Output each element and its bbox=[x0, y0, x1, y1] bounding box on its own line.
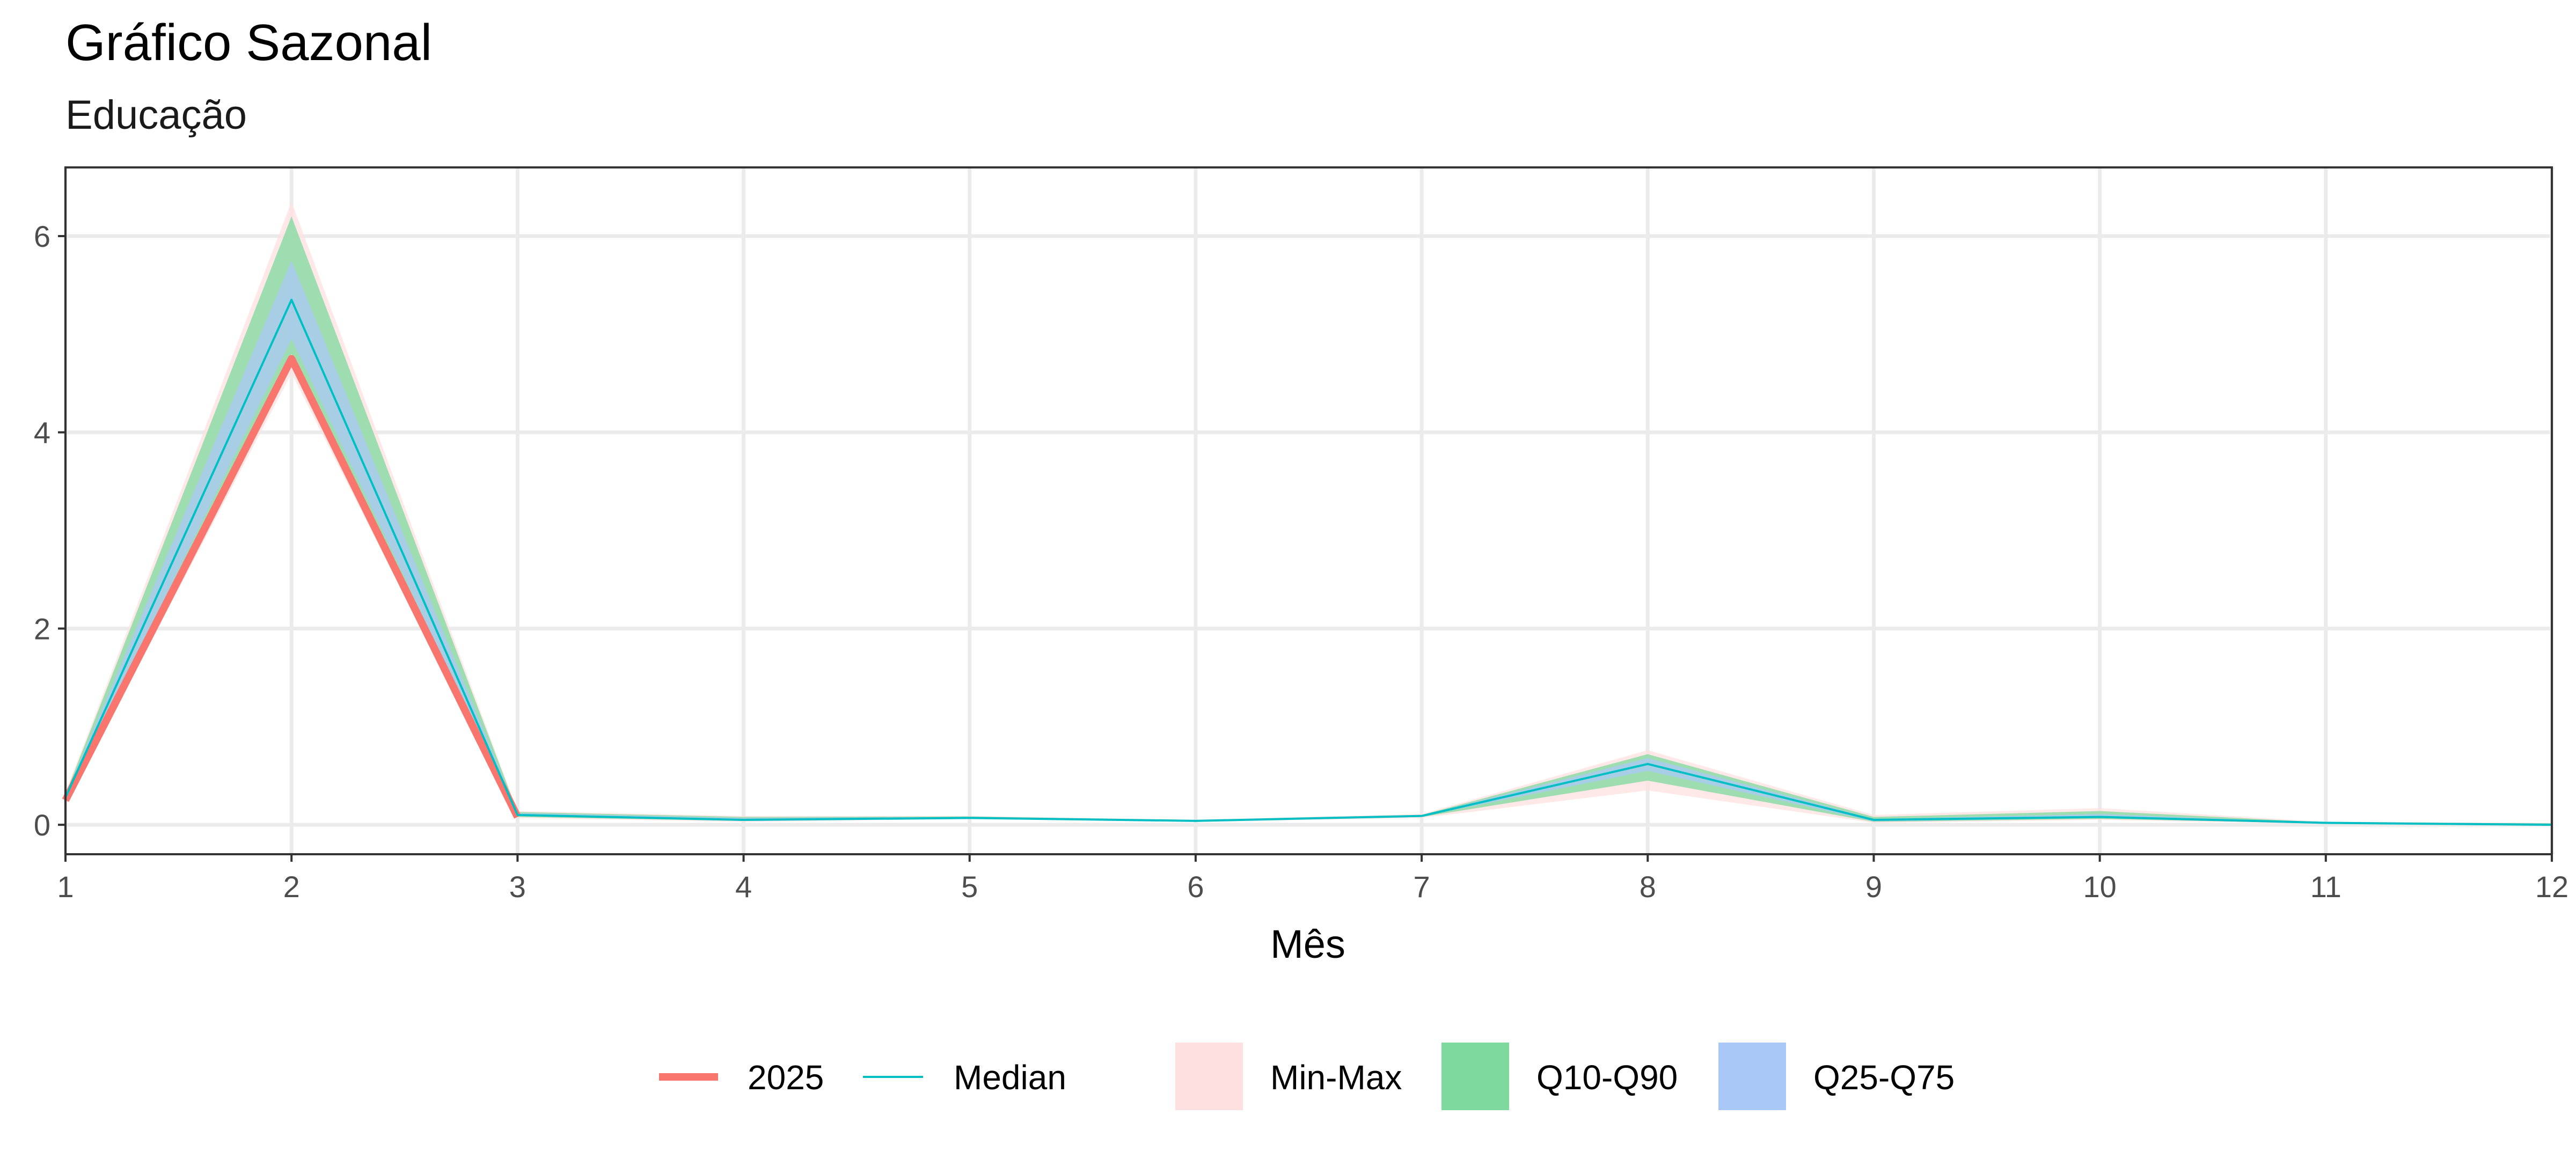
x-tick-label: 6 bbox=[1187, 870, 1204, 904]
legend-label-q10-q90: Q10-Q90 bbox=[1536, 1058, 1678, 1097]
legend-label-q25-q75: Q25-Q75 bbox=[1813, 1058, 1955, 1097]
y-tick-label: 0 bbox=[34, 808, 50, 842]
x-tick-label: 1 bbox=[57, 870, 74, 904]
y-tick-label: 4 bbox=[34, 416, 50, 450]
plot-border bbox=[64, 166, 2553, 855]
x-tick-label: 4 bbox=[735, 870, 752, 904]
y-tick-label: 2 bbox=[34, 612, 50, 645]
series-line-2025 bbox=[62, 355, 521, 819]
legend-label-median: Median bbox=[954, 1058, 1066, 1097]
legend-key-min-max bbox=[1175, 1043, 1243, 1110]
chart-title: Gráfico Sazonal bbox=[65, 14, 432, 71]
x-tick-label: 2 bbox=[283, 870, 300, 904]
y-tick-label: 6 bbox=[34, 219, 50, 253]
series-line-median bbox=[64, 298, 2552, 826]
legend-key-q25-q75 bbox=[1718, 1043, 1786, 1110]
x-tick-label: 11 bbox=[2310, 870, 2341, 904]
band-q10-q90 bbox=[65, 216, 2552, 826]
legend-label-min-max: Min-Max bbox=[1270, 1058, 1402, 1097]
chart-subtitle: Educação bbox=[65, 92, 247, 138]
x-axis-title: Mês bbox=[1270, 922, 1345, 966]
legend-label-2025: 2025 bbox=[748, 1058, 824, 1097]
legend: 2025 Median Min-Max Q10-Q90 Q25-Q75 bbox=[659, 1043, 1955, 1110]
x-tick-label: 12 bbox=[2535, 870, 2568, 904]
band-q25-q75 bbox=[65, 260, 2552, 825]
legend-key-q10-q90 bbox=[1441, 1043, 1509, 1110]
x-tick-label: 3 bbox=[509, 870, 526, 904]
x-tick-label: 7 bbox=[1414, 870, 1430, 904]
x-tick-label: 10 bbox=[2083, 870, 2116, 904]
x-tick-label: 9 bbox=[1865, 870, 1882, 904]
x-tick-label: 5 bbox=[961, 870, 978, 904]
band-min-max bbox=[65, 202, 2552, 826]
x-tick-label: 8 bbox=[1640, 870, 1656, 904]
